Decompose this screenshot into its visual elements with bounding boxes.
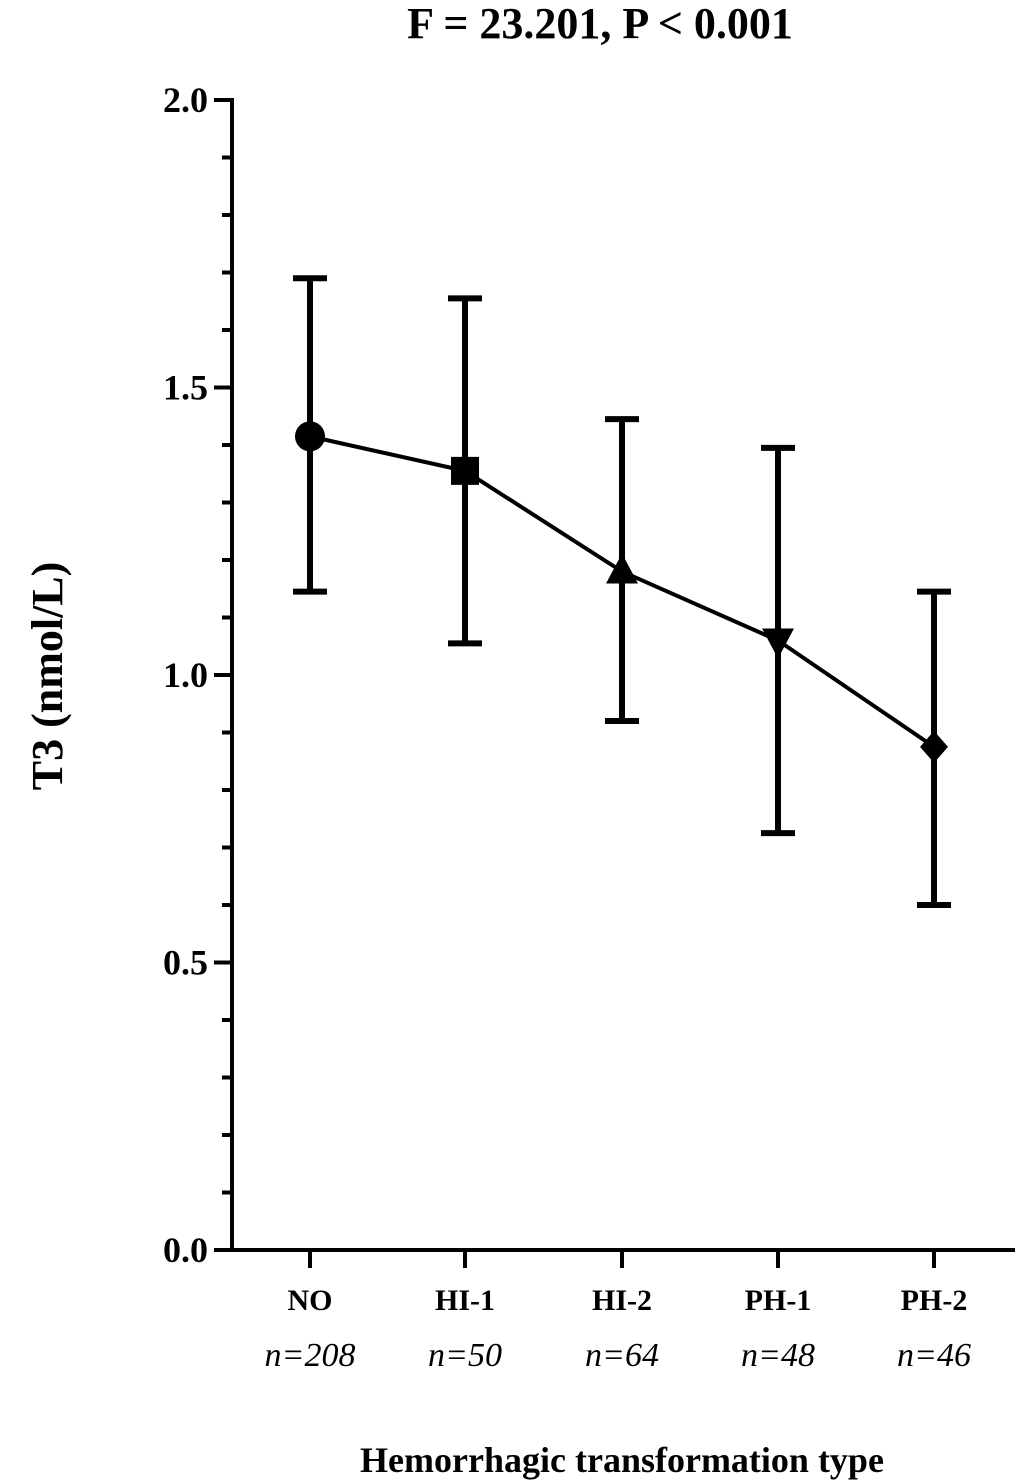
data-point-diamond bbox=[920, 730, 948, 763]
y-tick-label: 1.5 bbox=[163, 368, 208, 408]
sample-size-label: n=46 bbox=[897, 1337, 971, 1374]
y-tick-label: 0.5 bbox=[163, 943, 208, 983]
sample-size-label: n=208 bbox=[265, 1337, 356, 1374]
data-point-triangle-down bbox=[762, 628, 794, 659]
chart-title: F = 23.201, P < 0.001 bbox=[407, 0, 793, 48]
x-tick-label: HI-1 bbox=[435, 1284, 495, 1317]
data-point-circle bbox=[295, 421, 325, 452]
x-tick-label: PH-2 bbox=[901, 1284, 968, 1317]
x-tick-label: PH-1 bbox=[745, 1284, 812, 1317]
y-tick-label: 1.0 bbox=[163, 655, 208, 695]
axes: 0.0 0.5 1.0 1.5 2.0 NO n=208 HI-1 n=50 HI-2 n=64 PH… bbox=[163, 80, 1015, 1374]
y-tick-label: 2.0 bbox=[163, 80, 208, 120]
y-tick-label: 0.0 bbox=[163, 1230, 208, 1270]
sample-size-label: n=64 bbox=[585, 1337, 659, 1374]
x-tick-label: NO bbox=[288, 1284, 333, 1317]
sample-size-label: n=50 bbox=[428, 1337, 502, 1374]
x-tick-label: HI-2 bbox=[592, 1284, 652, 1317]
data-marks bbox=[293, 275, 951, 908]
x-axis-label: Hemorrhagic transformation type bbox=[360, 1440, 884, 1480]
data-point-triangle-up bbox=[606, 553, 638, 584]
y-axis-label: T3 (nmol/L) bbox=[23, 562, 72, 791]
sample-size-label: n=48 bbox=[741, 1337, 815, 1374]
data-point-square bbox=[451, 456, 479, 485]
